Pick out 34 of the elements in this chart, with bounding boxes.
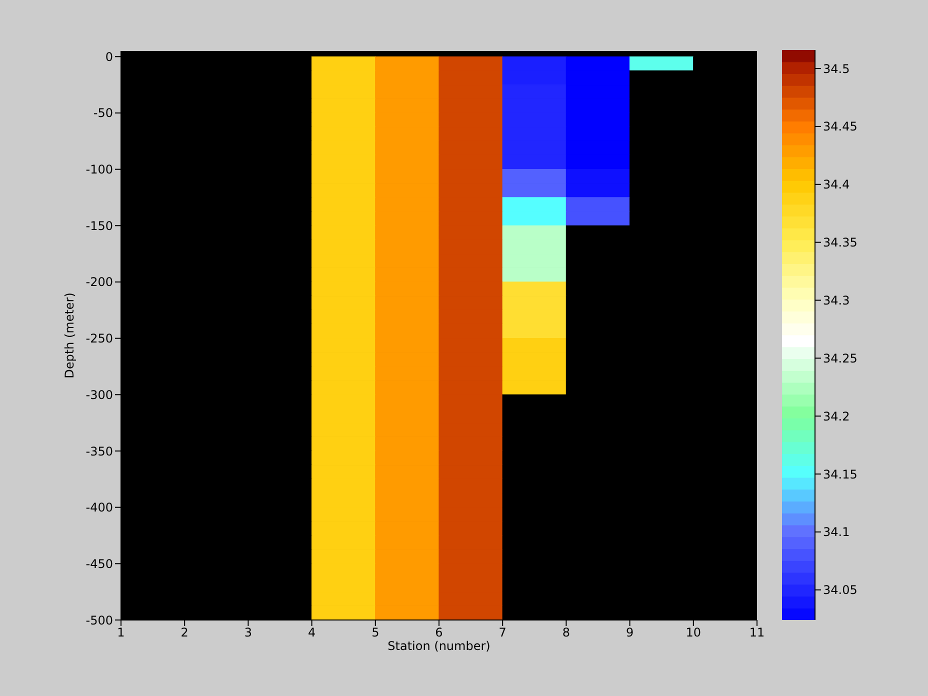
x-tick-label: 4 — [308, 626, 316, 640]
color-bar-label: 34.25 — [823, 351, 858, 366]
color-bar-label: 34.4 — [823, 178, 850, 192]
x-axis-title: Station (number) — [388, 639, 490, 653]
color-bar-label: 34.35 — [823, 236, 858, 250]
x-tick-label: 8 — [562, 626, 570, 640]
y-tick-label: -250 — [86, 332, 113, 346]
color-bar-label: 34.2 — [823, 409, 850, 424]
y-tick-label: -50 — [93, 106, 113, 120]
x-tick-label: 11 — [749, 626, 765, 640]
color-bar-label: 34.3 — [823, 294, 850, 308]
y-tick-label: -400 — [86, 500, 113, 515]
color-bar-label: 34.5 — [823, 62, 850, 76]
y-tick-label: -200 — [86, 275, 113, 290]
x-tick-label: 5 — [372, 626, 380, 640]
x-tick-label: 2 — [180, 626, 188, 640]
y-tick-label: -150 — [86, 218, 113, 233]
color-bar-label: 34.45 — [823, 120, 858, 134]
x-tick-label: 10 — [686, 626, 702, 640]
x-tick-label: 7 — [498, 626, 506, 640]
color-bar-label: 34.15 — [823, 467, 858, 482]
x-tick-label: 6 — [435, 626, 443, 640]
color-bar-label: 34.05 — [823, 583, 858, 598]
y-tick-label: -350 — [86, 444, 113, 458]
x-tick-label: 3 — [244, 626, 252, 640]
y-tick-label: 0 — [105, 50, 113, 64]
y-axis-title: Depth (meter) — [62, 292, 76, 378]
x-tick-label: 9 — [626, 626, 634, 640]
color-bar-label: 34.1 — [823, 525, 850, 540]
y-tick-label: -500 — [86, 613, 113, 628]
y-tick-label: -100 — [86, 162, 113, 177]
y-tick-label: -300 — [86, 388, 113, 402]
x-tick-label: 1 — [117, 626, 125, 640]
y-tick-label: -450 — [86, 556, 113, 571]
